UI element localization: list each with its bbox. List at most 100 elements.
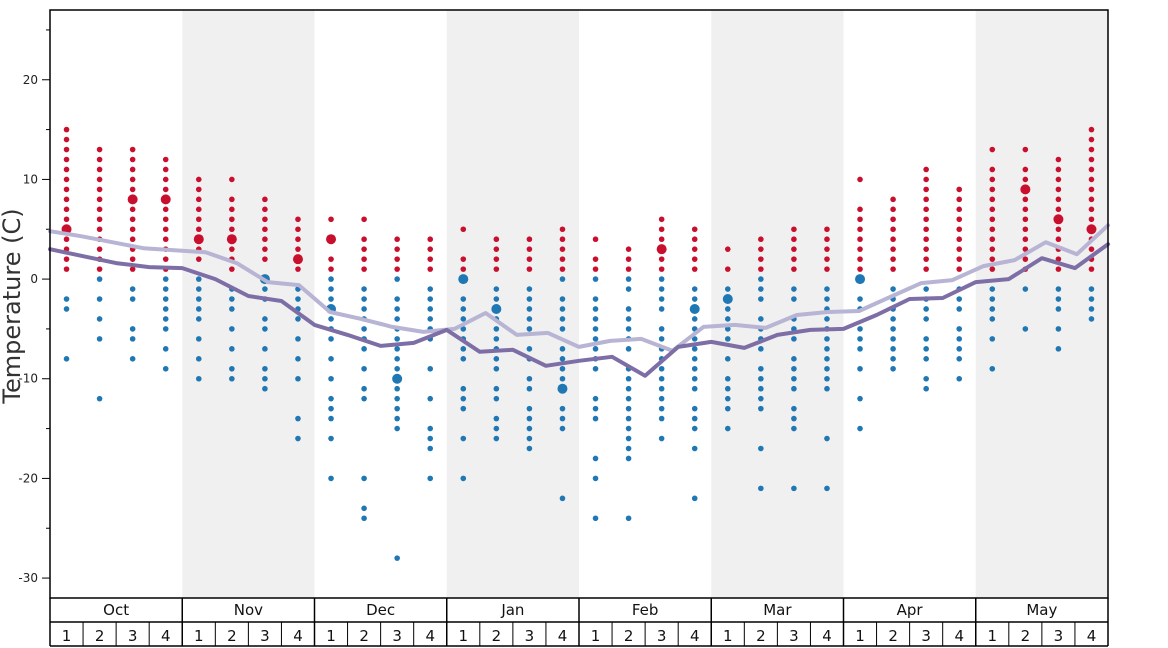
cold-point	[96, 395, 103, 402]
cold-point	[559, 375, 566, 382]
cold-point	[559, 495, 566, 502]
cold-point	[956, 356, 963, 362]
cold-point	[129, 336, 136, 342]
cold-point	[460, 405, 467, 412]
warm-point	[63, 126, 70, 133]
warm-point	[229, 206, 235, 213]
cold-point	[262, 346, 268, 352]
cold-point	[394, 425, 400, 432]
cold-point	[394, 405, 400, 412]
cold-point	[361, 346, 367, 352]
cold-point	[724, 316, 731, 322]
y-axis: 20 10 0 -10 -20 -30	[18, 29, 50, 585]
cold-point-large	[458, 274, 469, 285]
cold-point	[559, 365, 566, 372]
cold-point	[162, 365, 169, 372]
cold-point	[592, 455, 599, 462]
cold-point	[592, 326, 599, 332]
warm-point	[1022, 226, 1029, 233]
week-label: 3	[921, 627, 931, 645]
cold-point	[625, 306, 632, 312]
week-label: 2	[1021, 627, 1031, 645]
week-label: 4	[954, 627, 964, 645]
week-label: 1	[855, 627, 865, 645]
week-label: 3	[392, 627, 402, 645]
warm-point	[890, 256, 896, 262]
cold-point	[162, 296, 169, 302]
warm-point	[1055, 236, 1062, 243]
warm-point	[857, 246, 863, 252]
cold-point	[427, 475, 434, 482]
cold-point	[526, 316, 533, 322]
cold-point	[460, 296, 467, 302]
average-lines	[48, 223, 1110, 378]
cold-point	[923, 356, 929, 362]
cold-point-large	[689, 303, 700, 314]
cold-point	[559, 316, 566, 322]
month-bands	[182, 10, 1108, 598]
cold-point	[791, 385, 797, 392]
cold-point	[758, 445, 764, 452]
warm-point	[394, 236, 400, 243]
warm-point	[129, 266, 136, 272]
warm-point	[857, 266, 863, 272]
cold-point	[559, 296, 566, 302]
cold-point	[526, 346, 533, 352]
cold-point	[691, 336, 698, 342]
cold-point	[394, 316, 400, 322]
scatter-points	[61, 126, 1097, 561]
cold-point	[394, 346, 400, 352]
cold-point	[658, 296, 665, 302]
warm-point	[328, 256, 334, 262]
warm-point	[956, 216, 963, 223]
warm-point	[1055, 186, 1062, 193]
cold-point	[361, 286, 367, 292]
warm-point	[625, 246, 632, 252]
warm-point	[989, 196, 996, 203]
warm-point	[262, 196, 268, 203]
y-tick-label: -10	[18, 372, 38, 386]
warm-point	[857, 206, 863, 213]
cold-point	[361, 326, 367, 332]
cold-point	[460, 316, 467, 322]
cold-point	[956, 306, 963, 312]
cold-point	[526, 435, 533, 442]
cold-point	[625, 346, 632, 352]
cold-point	[592, 395, 599, 402]
week-label: 3	[260, 627, 270, 645]
cold-point	[361, 505, 367, 512]
cold-point	[129, 296, 136, 302]
week-label: 3	[1054, 627, 1064, 645]
cold-point	[262, 316, 268, 322]
cold-point	[295, 336, 301, 342]
cold-point	[592, 296, 599, 302]
cold-point	[262, 375, 268, 382]
cold-point	[758, 385, 764, 392]
cold-point	[460, 395, 467, 402]
cold-point	[262, 326, 268, 332]
warm-point	[129, 206, 136, 213]
cold-point	[328, 286, 334, 292]
y-tick-label: 10	[23, 172, 38, 186]
warm-point	[1055, 196, 1062, 203]
cold-point	[956, 336, 963, 342]
cold-point	[625, 425, 632, 432]
warm-point	[162, 226, 169, 233]
cold-point	[262, 385, 268, 392]
cold-point	[592, 515, 599, 522]
warm-point	[890, 226, 896, 233]
warm-point	[791, 266, 797, 272]
warm-point	[824, 266, 830, 272]
month-band	[975, 10, 1108, 598]
warm-point-large	[193, 234, 204, 245]
cold-point	[559, 405, 566, 412]
lower-average-line	[48, 242, 1110, 378]
cold-point	[758, 286, 764, 292]
warm-point	[195, 216, 202, 223]
cold-point	[724, 326, 731, 332]
cold-point	[592, 336, 599, 342]
warm-point	[526, 266, 533, 272]
week-label: 3	[128, 627, 138, 645]
warm-point	[262, 206, 268, 213]
